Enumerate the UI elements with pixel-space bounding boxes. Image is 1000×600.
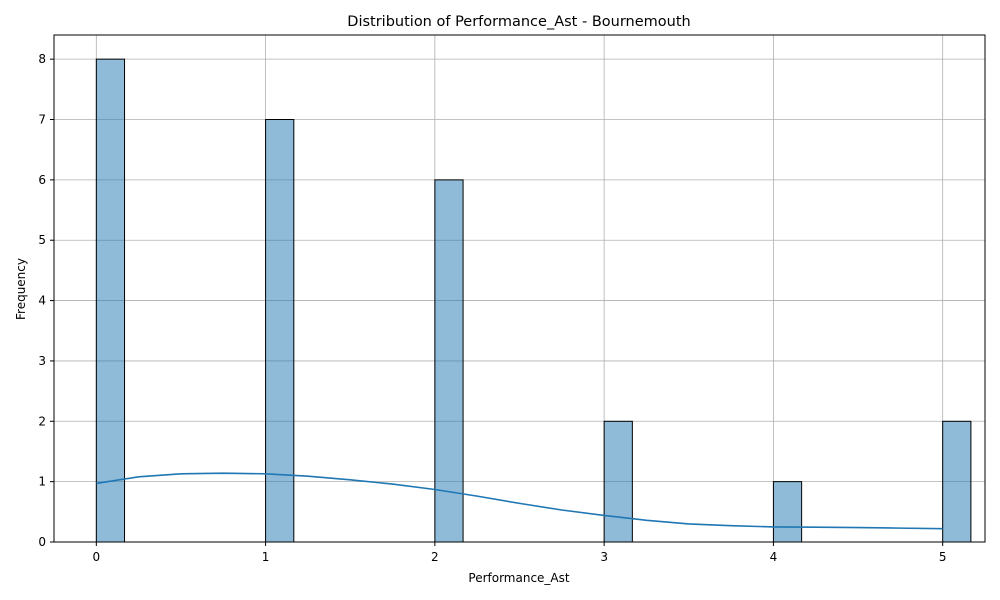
grid bbox=[54, 35, 985, 543]
y-axis-label: Frequency bbox=[14, 258, 28, 320]
y-axis-ticks: 0 1 2 3 4 5 6 7 8 bbox=[38, 52, 54, 549]
y-tick-label: 2 bbox=[38, 414, 46, 428]
histogram-bar bbox=[95, 58, 126, 543]
plot-frame bbox=[53, 34, 986, 543]
x-tick-label: 3 bbox=[600, 550, 608, 564]
kde-curve bbox=[96, 472, 943, 530]
histogram-bar bbox=[434, 179, 464, 543]
y-tick-label: 1 bbox=[38, 475, 46, 489]
bars bbox=[95, 58, 972, 543]
y-tick-label: 4 bbox=[38, 294, 46, 308]
histogram-bar bbox=[603, 420, 633, 543]
x-tick-label: 2 bbox=[431, 550, 439, 564]
histogram-bar bbox=[772, 481, 803, 543]
histogram-bar bbox=[942, 420, 972, 543]
histogram-bar bbox=[265, 119, 295, 543]
x-tick-label: 1 bbox=[262, 550, 270, 564]
x-axis-ticks: 0 1 2 3 4 5 bbox=[92, 542, 947, 564]
kde-line bbox=[96, 472, 943, 530]
x-axis-label: Performance_Ast bbox=[468, 571, 570, 585]
y-tick-label: 3 bbox=[38, 354, 46, 368]
x-tick-label: 4 bbox=[770, 550, 778, 564]
chart-title: Distribution of Performance_Ast - Bourne… bbox=[347, 14, 690, 30]
y-tick-label: 0 bbox=[38, 535, 46, 549]
x-tick-label: 5 bbox=[939, 550, 947, 564]
y-tick-label: 7 bbox=[38, 113, 46, 127]
x-tick-label: 0 bbox=[92, 550, 100, 564]
y-tick-label: 5 bbox=[38, 233, 46, 247]
y-tick-label: 6 bbox=[38, 173, 46, 187]
y-tick-label: 8 bbox=[38, 52, 46, 66]
